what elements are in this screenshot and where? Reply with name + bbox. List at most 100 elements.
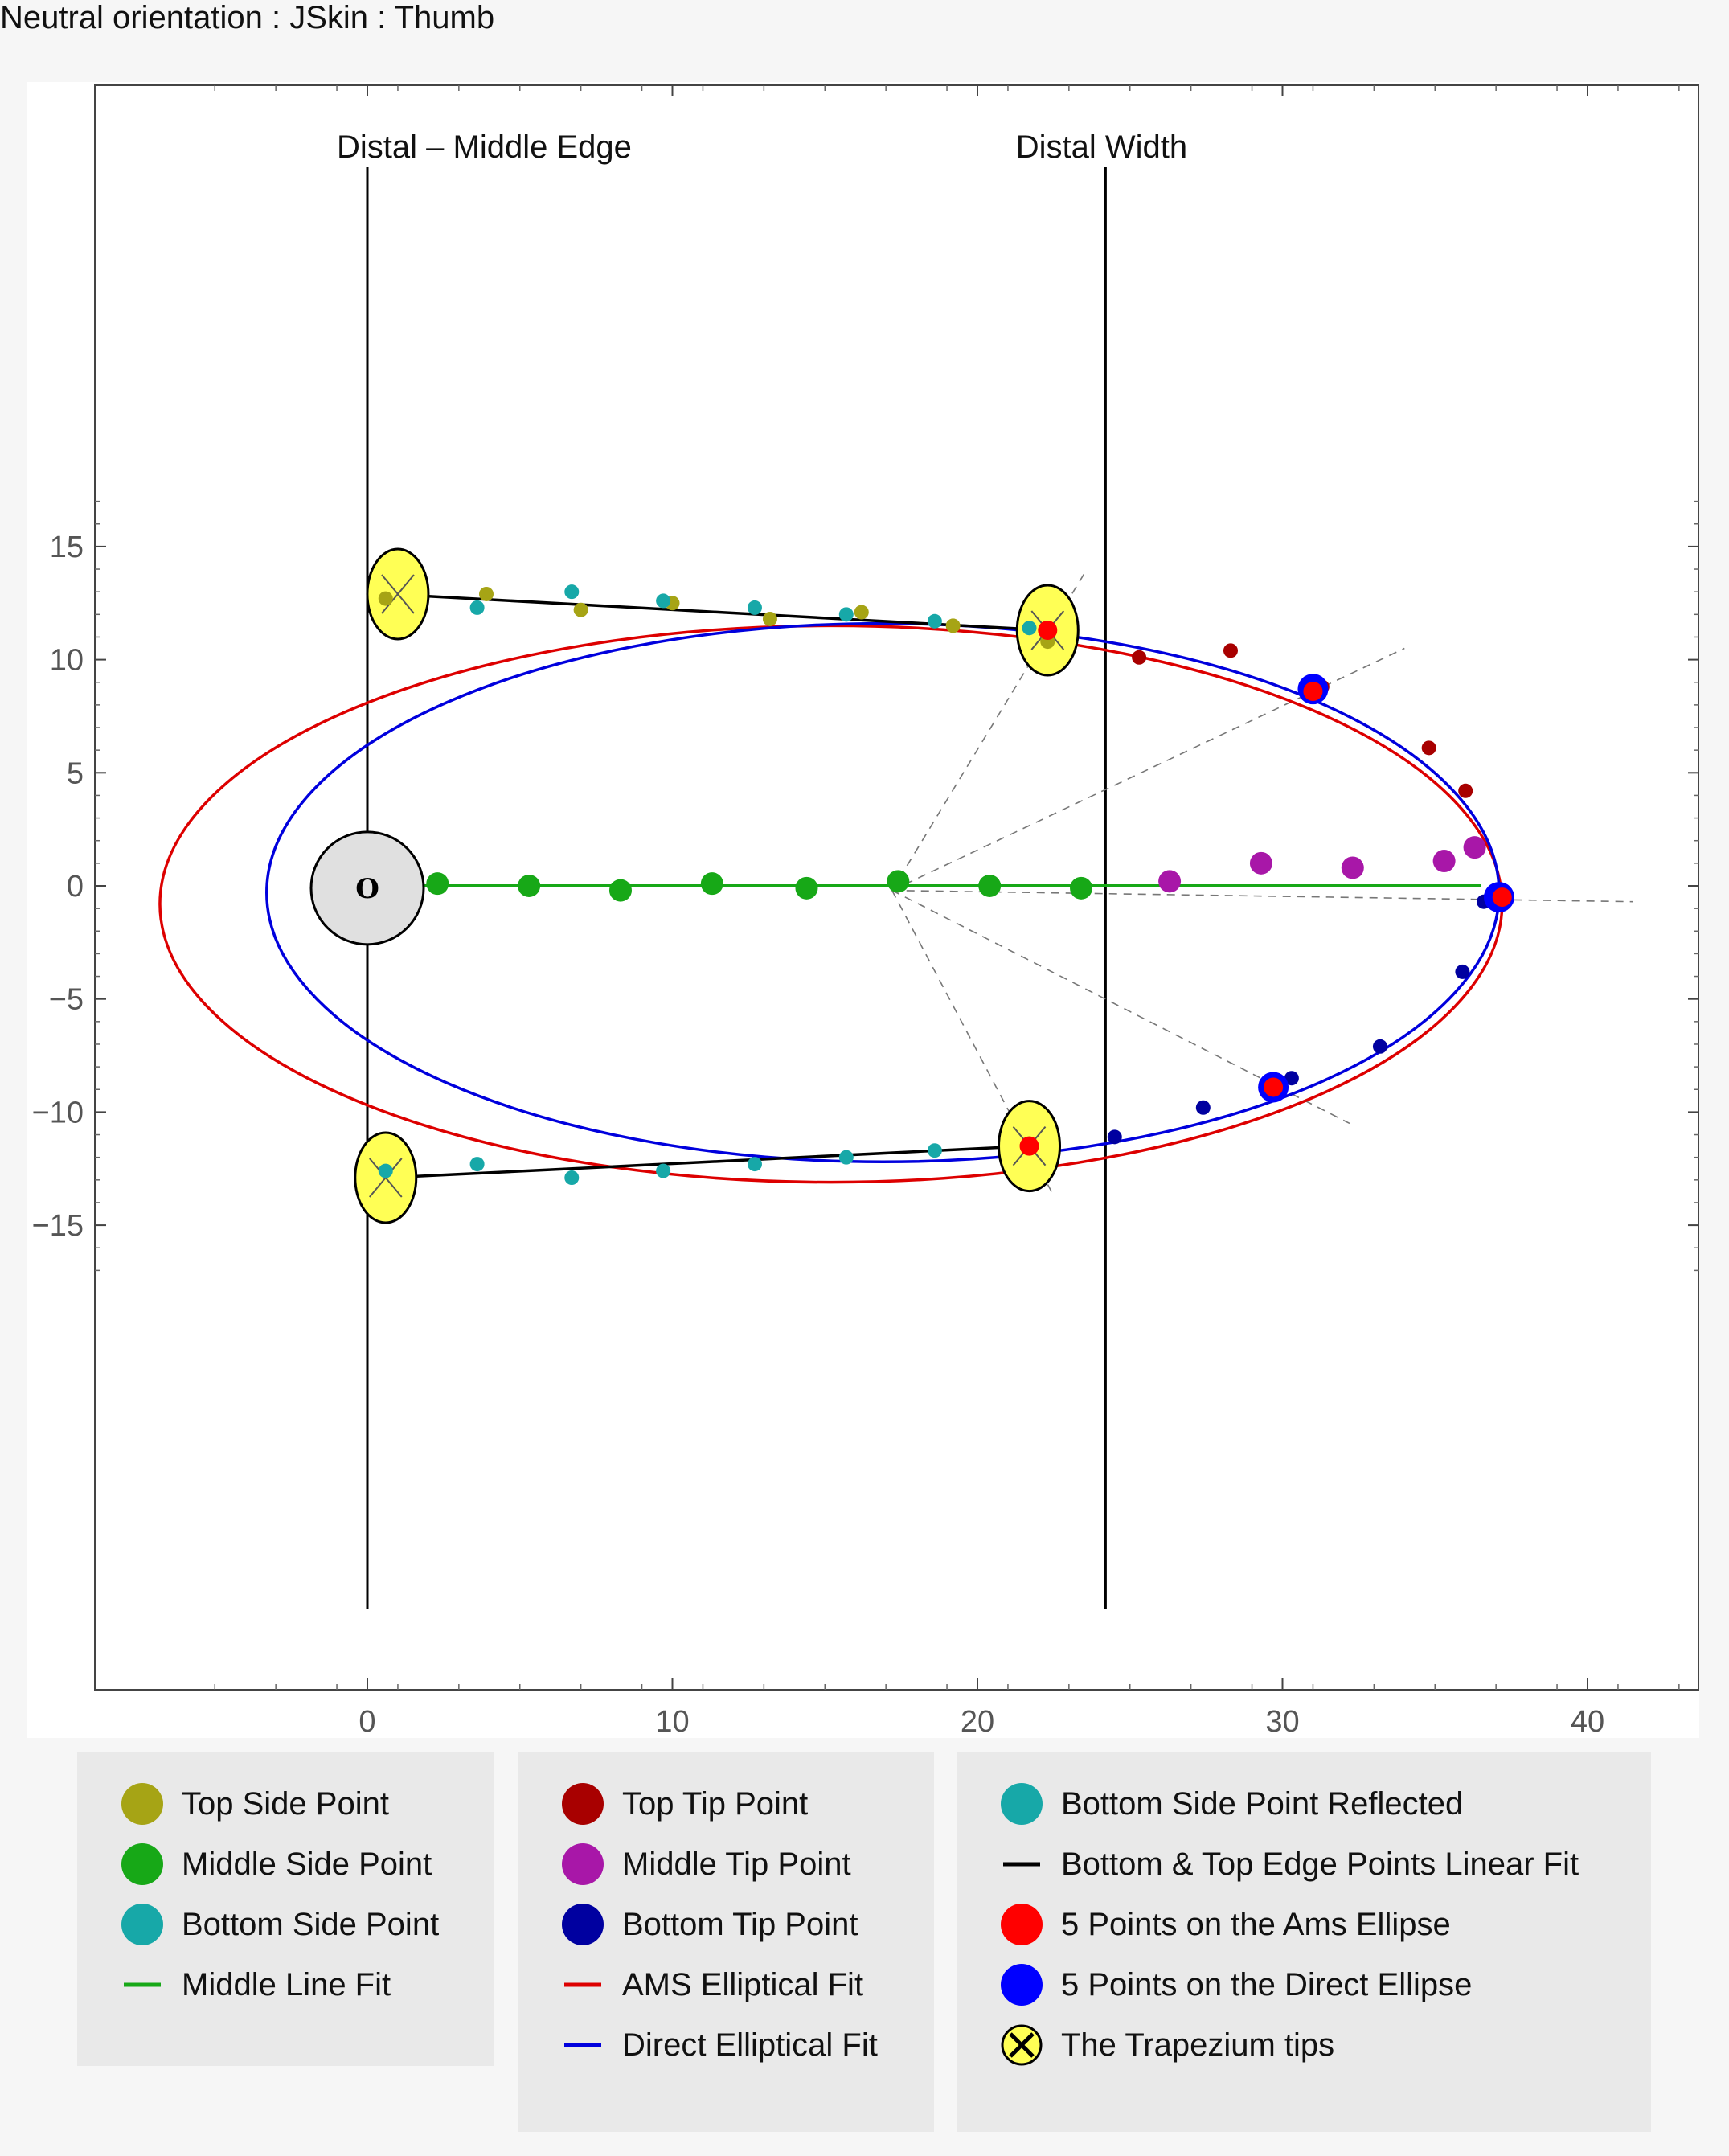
trapezium-tip-cross (381, 574, 415, 614)
y-tick-label: 10 (50, 644, 84, 678)
point-bottom-side-point (564, 1170, 580, 1186)
legend-symbol (1001, 1964, 1043, 2006)
legend-item-ams-elliptical-fit: AMS Elliptical Fit (518, 1959, 934, 2007)
point-bottom-side-point-reflected (1022, 621, 1037, 636)
point-bottom-side-point (469, 1157, 485, 1172)
point-bottom-side-point-reflected (469, 600, 485, 615)
dashed-ray (891, 889, 1633, 903)
point-bottom-side-point (927, 1143, 942, 1158)
legend-label: Bottom & Top Edge Points Linear Fit (1061, 1847, 1579, 1882)
point-bottom-side-point-reflected (838, 607, 854, 622)
legend-item-bottom-tip-point: Bottom Tip Point (518, 1899, 934, 1947)
point-middle-side-point (978, 875, 1002, 897)
legend-label: Bottom Side Point Reflected (1061, 1786, 1464, 1822)
legend-label: AMS Elliptical Fit (622, 1967, 864, 2002)
point-middle-side-point (518, 875, 541, 897)
legend-label: Middle Side Point (182, 1847, 432, 1882)
legend-dot-icon (562, 1904, 604, 1945)
point-bottom-side-point-reflected (927, 613, 942, 629)
legend-symbol (1001, 1783, 1043, 1825)
trapezium-tip (366, 547, 430, 641)
legend-dot-icon (562, 1843, 604, 1885)
legend-label: Middle Tip Point (622, 1847, 851, 1882)
point-middle-side-point (887, 870, 910, 893)
point-top-tip-point (1223, 643, 1238, 658)
legend-dot-icon (562, 1783, 604, 1825)
x-tick-label: 10 (655, 1705, 689, 1738)
legend-symbol (562, 1904, 604, 1945)
legend-dot-icon (1001, 1964, 1043, 2006)
vertical-line-label: Distal – Middle Edge (337, 129, 632, 165)
point-top-side-point (762, 611, 777, 626)
legend-item-the-trapezium-tips: The Trapezium tips (957, 2019, 1651, 2068)
point-bottom-tip-point (1455, 964, 1470, 979)
dashed-ray (891, 647, 1405, 892)
legend-label: Bottom Side Point (182, 1907, 440, 1942)
legend-cross-stroke (1009, 2032, 1035, 2058)
legend-item-top-tip-point: Top Tip Point (518, 1778, 934, 1826)
legend-label: 5 Points on the Ams Ellipse (1061, 1907, 1451, 1942)
legend-label: Middle Line Fit (182, 1967, 391, 2002)
legend-label: Top Tip Point (622, 1786, 809, 1822)
y-tick-label: 0 (67, 870, 84, 904)
legend-symbol (121, 1783, 163, 1825)
legend-item-middle-tip-point: Middle Tip Point (518, 1838, 934, 1887)
legend-label: The Trapezium tips (1061, 2027, 1335, 2063)
legend-item-5-points-on-the-direct-ellipse: 5 Points on the Direct Ellipse (957, 1959, 1651, 2007)
point-top-tip-point (1458, 783, 1473, 798)
legend-item-top-side-point: Top Side Point (77, 1778, 494, 1826)
point-5-points-on-the-ams-ellipse (1019, 1136, 1039, 1156)
point-5-points-on-the-ams-ellipse (1038, 621, 1058, 641)
origin-marker (309, 830, 425, 946)
legend-box-tip-points: Top Tip Point Middle Tip Point Bottom Tip … (518, 1752, 934, 2132)
legend-dot-icon (121, 1904, 163, 1945)
legend-label: Bottom Tip Point (622, 1907, 858, 1942)
point-5-points-on-the-ams-ellipse (1492, 887, 1512, 908)
legend-box-fits: Bottom Side Point Reflected Bottom & Top … (957, 1752, 1651, 2132)
y-tick-label: −10 (32, 1096, 84, 1129)
legend-label: 5 Points on the Direct Ellipse (1061, 1967, 1473, 2002)
legend-dot-icon (121, 1843, 163, 1885)
legend-box-side-points: Top Side Point Middle Side Point Bottom Si… (77, 1752, 494, 2066)
origin-marker-label: O (355, 873, 379, 905)
y-tick-label: −5 (49, 983, 84, 1017)
legend-symbol (121, 1843, 163, 1885)
point-middle-side-point (608, 879, 632, 902)
point-top-side-point (854, 605, 869, 620)
legend-symbol (1001, 1904, 1043, 1945)
legend-item-middle-side-point: Middle Side Point (77, 1838, 494, 1887)
point-bottom-side-point (378, 1163, 393, 1178)
point-middle-side-point (1070, 876, 1093, 900)
point-top-tip-point (1421, 740, 1436, 756)
legend-item-bottom-side-point-reflected: Bottom Side Point Reflected (957, 1778, 1651, 1826)
legend-symbol (124, 1982, 161, 1987)
point-middle-tip-point (1249, 851, 1272, 875)
point-bottom-tip-point (1284, 1071, 1299, 1086)
point-top-side-point (378, 591, 393, 606)
point-bottom-side-point-reflected (564, 584, 580, 600)
point-bottom-tip-point (1107, 1129, 1122, 1145)
legend-symbol (564, 1982, 601, 1987)
legend-item-bottom-top-edge-points-linear-fit: Bottom & Top Edge Points Linear Fit (957, 1838, 1651, 1887)
y-tick-label: 5 (67, 756, 84, 790)
point-bottom-side-point (838, 1150, 854, 1165)
point-bottom-side-point-reflected (656, 593, 671, 609)
legend-dot-icon (121, 1783, 163, 1825)
point-5-points-on-the-ams-ellipse (1264, 1077, 1284, 1097)
edge-linear-fit-line (388, 1144, 1030, 1179)
chart-plot: Distal – Middle Edge Distal Width O 0 10 20 30… (32, 84, 1699, 1738)
page-title: Neutral orientation : JSkin : Thumb (0, 0, 495, 35)
legend-symbol (121, 1904, 163, 1945)
vertical-line-label: Distal Width (1016, 129, 1187, 165)
x-tick-label: 0 (359, 1705, 375, 1738)
legend-item-direct-elliptical-fit: Direct Elliptical Fit (518, 2019, 934, 2068)
legend-symbol (1001, 2024, 1043, 2066)
y-tick-label: −15 (32, 1209, 84, 1243)
legend-label: Direct Elliptical Fit (622, 2027, 878, 2063)
point-bottom-side-point (656, 1163, 671, 1178)
point-middle-tip-point (1158, 870, 1182, 893)
chart-panel: Distal – Middle Edge Distal Width O 0 10 20 30… (27, 82, 1699, 1738)
point-bottom-side-point-reflected (747, 600, 762, 615)
point-top-side-point (945, 618, 961, 633)
point-bottom-side-point (747, 1157, 762, 1172)
